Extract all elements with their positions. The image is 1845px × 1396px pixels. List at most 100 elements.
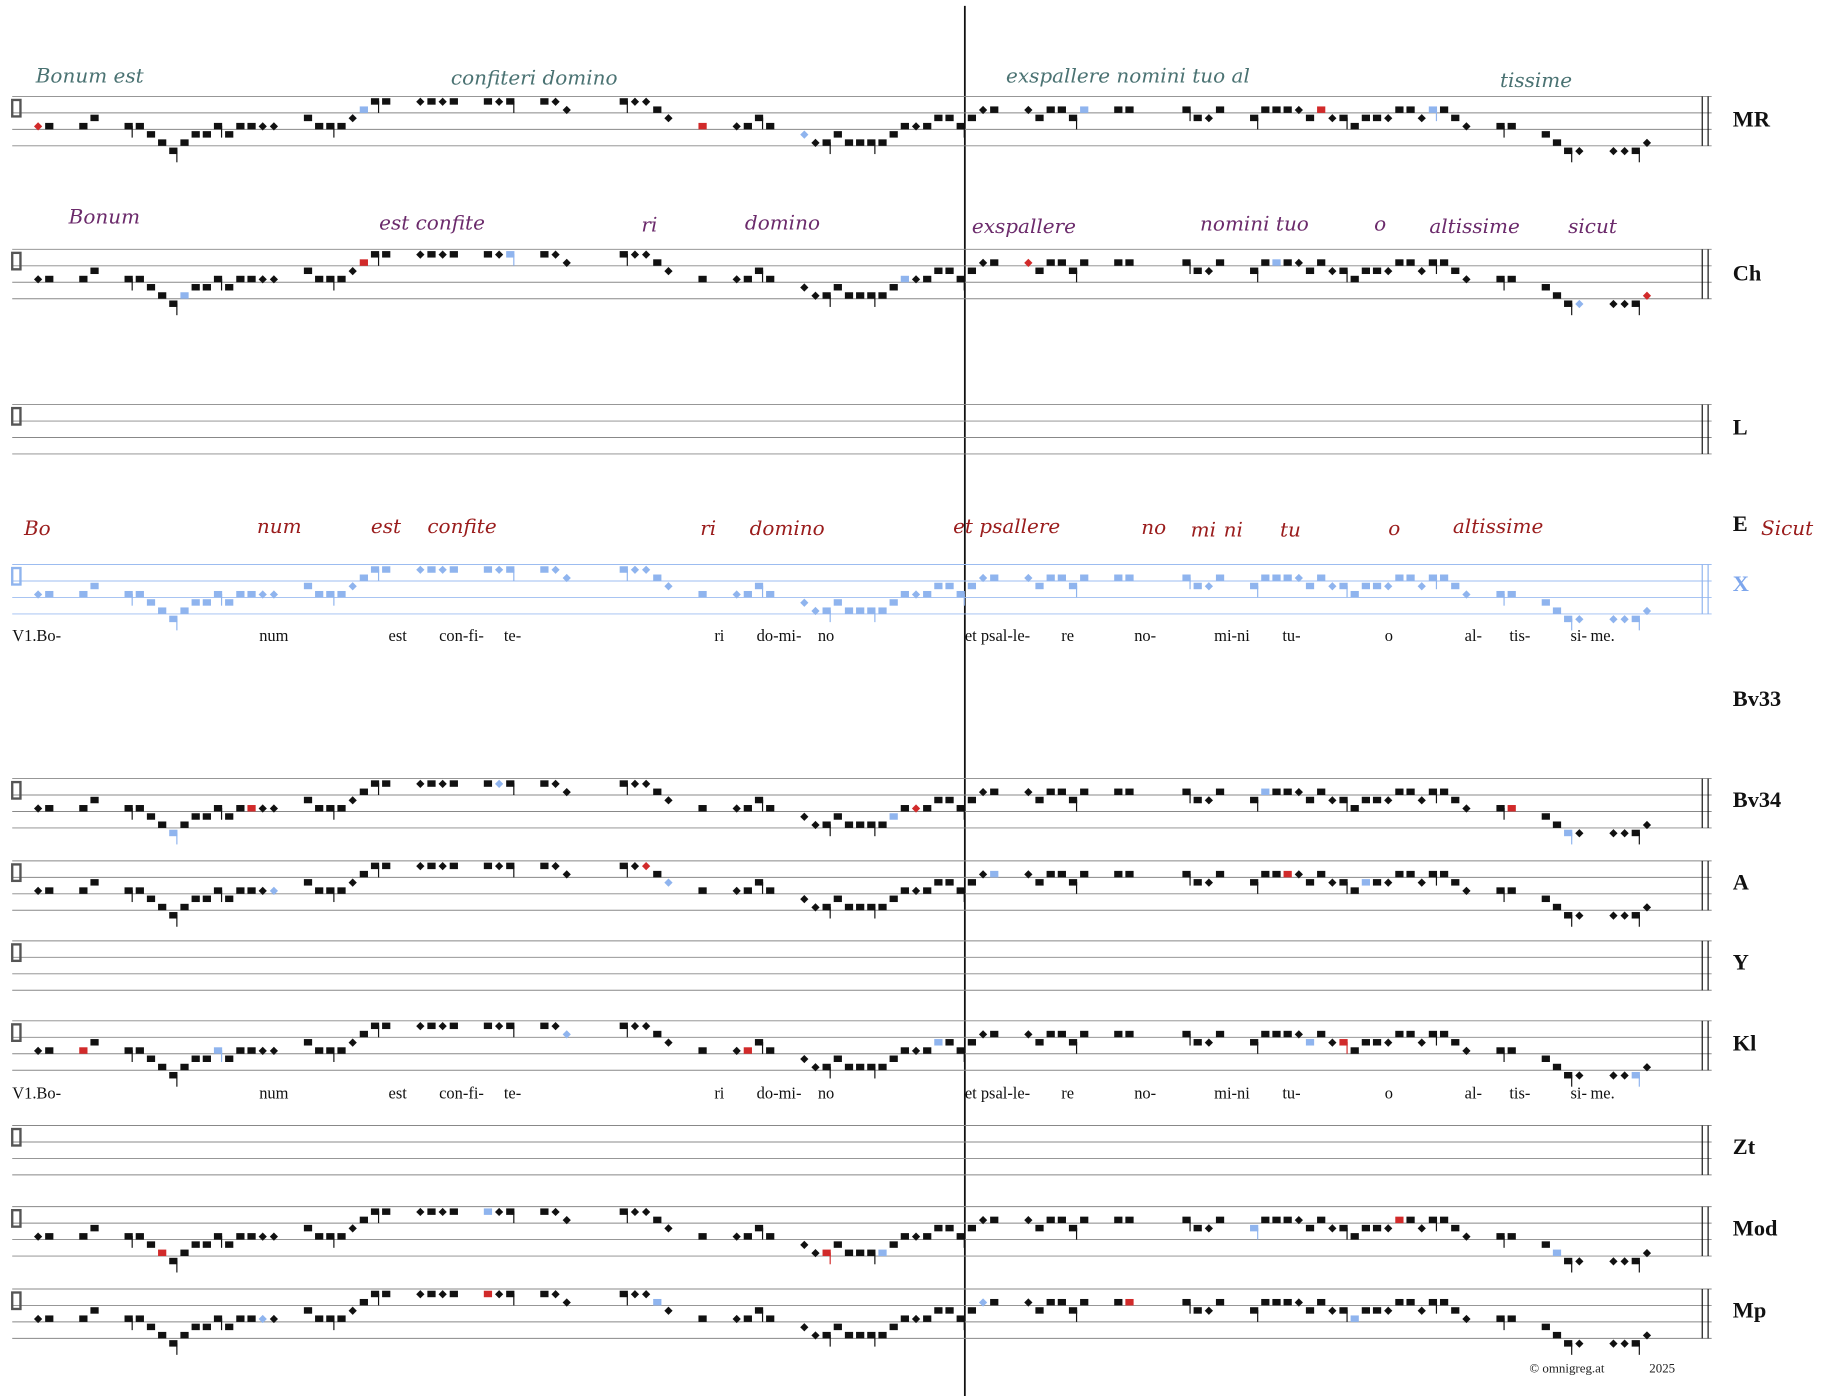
neume bbox=[225, 1055, 234, 1062]
neume bbox=[158, 903, 167, 911]
neume bbox=[889, 1055, 898, 1062]
neume bbox=[1507, 1233, 1516, 1240]
neume bbox=[1294, 1216, 1303, 1225]
neume bbox=[180, 139, 189, 146]
neume bbox=[213, 1233, 223, 1240]
neume bbox=[1384, 114, 1393, 123]
neume bbox=[766, 1047, 775, 1054]
neume bbox=[1024, 1298, 1033, 1307]
neume bbox=[1541, 1323, 1550, 1331]
neume bbox=[945, 267, 954, 275]
neume bbox=[923, 887, 932, 894]
neume bbox=[506, 1022, 515, 1030]
neume bbox=[923, 275, 932, 283]
neume bbox=[483, 862, 493, 870]
neume bbox=[169, 147, 178, 155]
neume bbox=[1024, 258, 1033, 267]
neume bbox=[1395, 106, 1404, 113]
neume bbox=[169, 1257, 178, 1265]
neume bbox=[1125, 788, 1134, 796]
neume bbox=[348, 1038, 357, 1047]
neume bbox=[1317, 574, 1326, 581]
neume bbox=[562, 1030, 571, 1039]
manuscript-text: ri bbox=[641, 213, 657, 237]
neume bbox=[956, 1315, 965, 1322]
manuscript-text: domino bbox=[745, 210, 820, 234]
lyric-syllable: tu- bbox=[1282, 1084, 1300, 1103]
neume bbox=[158, 1249, 167, 1257]
neume bbox=[1384, 582, 1393, 591]
neume bbox=[1305, 1039, 1315, 1046]
neume bbox=[1193, 267, 1202, 275]
neume bbox=[1395, 574, 1404, 581]
neume bbox=[382, 1208, 391, 1215]
neume bbox=[1609, 147, 1618, 156]
neume bbox=[236, 122, 245, 130]
neume bbox=[1406, 1216, 1415, 1224]
neume bbox=[315, 122, 324, 130]
neume bbox=[1328, 1038, 1337, 1047]
neume bbox=[1193, 1224, 1202, 1232]
neume bbox=[1114, 870, 1123, 878]
neume bbox=[348, 266, 357, 276]
neume bbox=[1496, 1315, 1505, 1322]
neume bbox=[45, 275, 54, 283]
neume bbox=[213, 805, 223, 812]
neume bbox=[698, 1047, 707, 1054]
neume bbox=[146, 131, 156, 138]
neume bbox=[1125, 870, 1134, 878]
neume bbox=[1035, 1307, 1044, 1314]
lyric-syllable: et psal-le- bbox=[965, 1084, 1030, 1103]
neume bbox=[1496, 122, 1505, 130]
neume bbox=[1283, 106, 1292, 113]
neume bbox=[934, 1307, 943, 1314]
neume bbox=[766, 887, 775, 894]
neume bbox=[158, 821, 167, 828]
neume bbox=[1114, 1298, 1123, 1306]
neume bbox=[1339, 1307, 1348, 1314]
neume bbox=[743, 1315, 752, 1322]
neume bbox=[1024, 870, 1033, 879]
neume bbox=[1552, 1331, 1562, 1339]
neume bbox=[506, 98, 515, 105]
neume bbox=[1024, 1030, 1033, 1039]
neume bbox=[1024, 787, 1033, 797]
neume bbox=[833, 1323, 842, 1331]
neume bbox=[653, 574, 662, 581]
neume bbox=[1305, 1307, 1315, 1314]
manuscript-text: tissime bbox=[1500, 68, 1572, 92]
neume bbox=[766, 590, 775, 598]
neume bbox=[1451, 796, 1460, 804]
neume bbox=[889, 1241, 898, 1248]
neume bbox=[653, 259, 662, 266]
neume bbox=[630, 565, 640, 574]
neume bbox=[766, 805, 775, 812]
neume bbox=[844, 821, 854, 828]
neume bbox=[449, 780, 458, 787]
neume bbox=[1552, 1063, 1562, 1071]
neume bbox=[1406, 259, 1415, 266]
manuscript-text: o bbox=[1388, 516, 1400, 540]
neume bbox=[551, 779, 560, 788]
neume bbox=[1294, 258, 1303, 267]
manuscript-text: nomini tuo bbox=[1200, 212, 1309, 236]
neume bbox=[236, 590, 245, 598]
neume bbox=[1317, 106, 1326, 113]
neume bbox=[923, 122, 932, 130]
neume bbox=[800, 1323, 809, 1332]
neume bbox=[146, 284, 156, 291]
neume bbox=[79, 887, 88, 894]
neume bbox=[934, 1039, 943, 1046]
neume bbox=[427, 1290, 436, 1298]
neume bbox=[1193, 114, 1202, 122]
neume bbox=[1294, 573, 1303, 583]
neume bbox=[619, 1208, 628, 1215]
neume bbox=[416, 250, 425, 259]
neume bbox=[1024, 1216, 1033, 1225]
neume bbox=[934, 1224, 943, 1232]
neume bbox=[967, 267, 977, 275]
neume bbox=[911, 275, 921, 284]
manuscript-text: sicut bbox=[1568, 214, 1618, 238]
neume bbox=[1283, 259, 1292, 266]
neume bbox=[1046, 1298, 1055, 1306]
